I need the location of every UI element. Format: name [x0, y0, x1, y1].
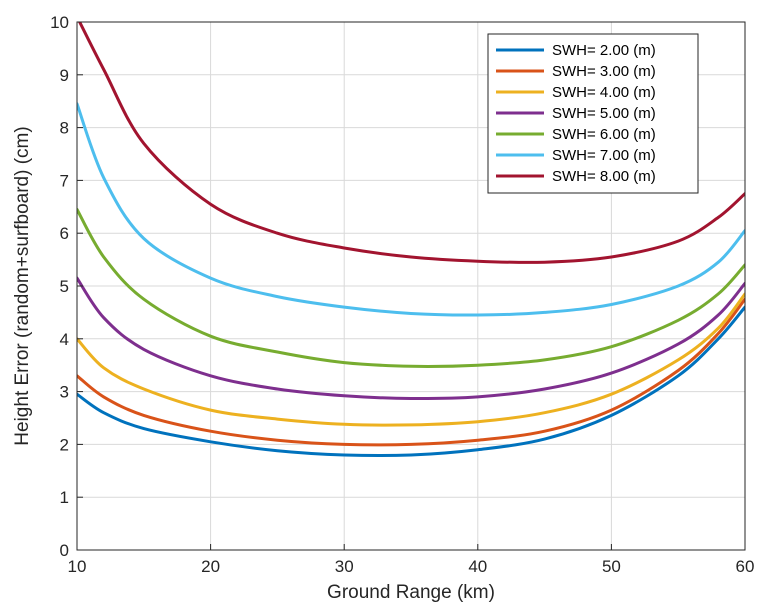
y-tick-label: 5: [60, 277, 69, 296]
y-axis-label: Height Error (random+surfboard) (cm): [12, 126, 33, 445]
series-line-2: [77, 297, 745, 447]
x-tick-label: 40: [468, 557, 487, 576]
x-axis-label: Ground Range (km): [327, 582, 495, 603]
legend-label: SWH= 8.00 (m): [552, 168, 656, 185]
y-tick-label: 9: [60, 66, 69, 85]
legend-label: SWH= 7.00 (m): [552, 147, 656, 164]
y-tick-label: 8: [60, 119, 69, 138]
axis-ticks: 10 20 30 40 50 60 0 1 2 3 4 5 6 7 8 9 10: [50, 13, 754, 576]
legend-label: SWH= 4.00 (m): [552, 84, 656, 101]
x-tick-label: 50: [602, 557, 621, 576]
y-tick-label: 10: [50, 13, 69, 32]
series-line-1: [77, 305, 745, 458]
y-tick-label: 7: [60, 171, 69, 190]
x-tick-label: 60: [736, 557, 755, 576]
y-tick-label: 4: [60, 330, 69, 349]
y-tick-label: 1: [60, 488, 69, 507]
series-lines: [77, 22, 745, 458]
legend-label: SWH= 2.00 (m): [552, 42, 656, 59]
y-tick-label: 0: [60, 541, 69, 560]
x-tick-label: 30: [335, 557, 354, 576]
series-line-6: [77, 102, 745, 317]
y-tick-label: 3: [60, 383, 69, 402]
y-tick-label: 2: [60, 435, 69, 454]
x-tick-label: 10: [68, 557, 87, 576]
x-tick-label: 20: [201, 557, 220, 576]
series-line-3: [77, 292, 745, 427]
series-line-5: [77, 207, 745, 368]
legend-label: SWH= 3.00 (m): [552, 63, 656, 80]
legend: SWH= 2.00 (m) SWH= 3.00 (m) SWH= 4.00 (m) S…: [487, 33, 699, 194]
legend-label: SWH= 5.00 (m): [552, 105, 656, 122]
legend-label: SWH= 6.00 (m): [552, 126, 656, 143]
y-tick-label: 6: [60, 224, 69, 243]
series-line-7: [77, 22, 745, 264]
series-line-4: [77, 276, 745, 401]
